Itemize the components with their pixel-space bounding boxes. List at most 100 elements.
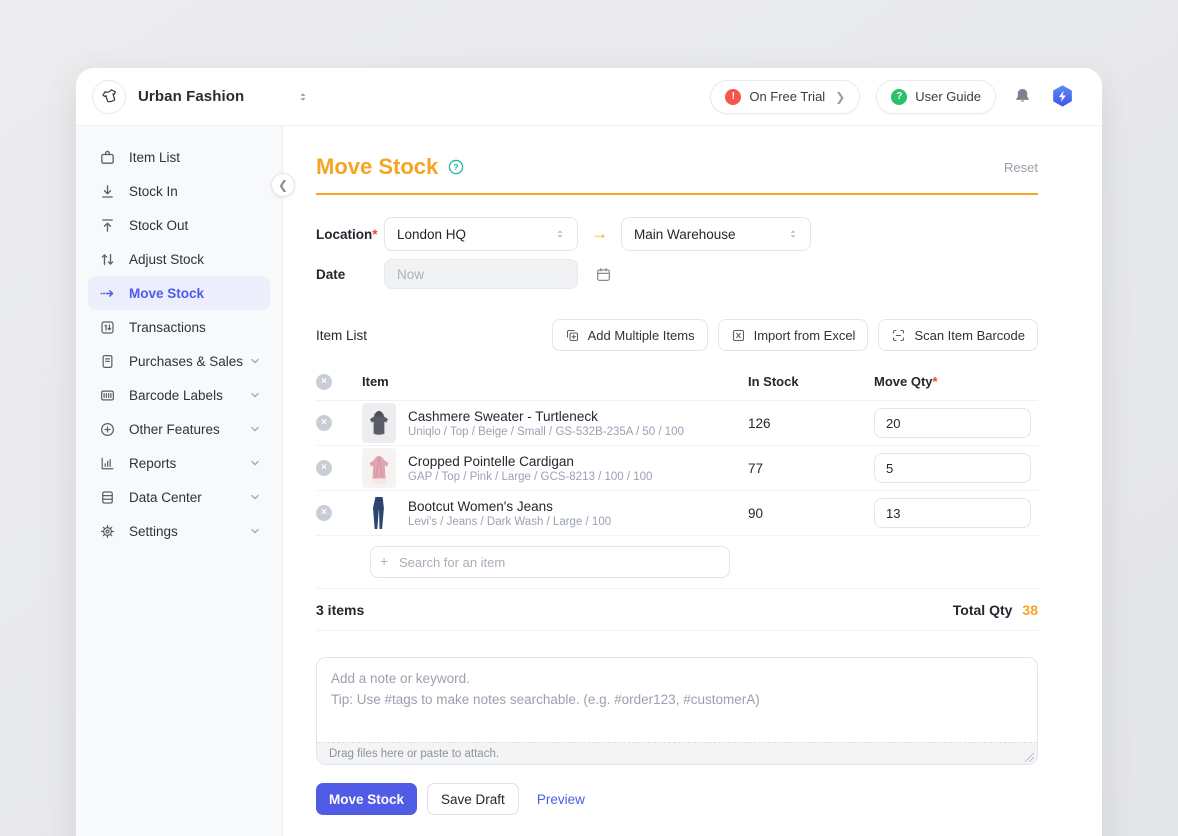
notification-bell-icon[interactable] — [1012, 86, 1033, 107]
sidebar-item-settings[interactable]: Settings — [88, 514, 270, 548]
item-details: Levi's / Jeans / Dark Wash / Large / 100 — [408, 515, 612, 528]
table-row: × Bootcut Women's Jeans Levi's / Jeans /… — [316, 491, 1038, 536]
reset-button[interactable]: Reset — [1004, 159, 1038, 175]
items-count: 3 items — [316, 601, 365, 618]
sidebar-item-label: Data Center — [129, 489, 202, 505]
help-question-icon[interactable]: ? — [448, 159, 464, 175]
sidebar-item-transactions[interactable]: Transactions — [88, 310, 270, 344]
sidebar-item-stock-out[interactable]: Stock Out — [88, 208, 270, 242]
sidebar-item-other-features[interactable]: Other Features — [88, 412, 270, 446]
workspace-hexagon-icon[interactable] — [1049, 83, 1076, 110]
to-location-select[interactable]: Main Warehouse — [621, 217, 811, 251]
top-header: Urban Fashion ! On Free Trial ❯ ? User G… — [76, 68, 1102, 126]
preview-link[interactable]: Preview — [536, 791, 585, 807]
settings-gear-icon — [98, 523, 116, 540]
item-list-section-label: Item List — [316, 327, 368, 343]
chevron-down-icon — [250, 424, 260, 434]
to-location-value: Main Warehouse — [634, 226, 736, 242]
item-thumbnail — [362, 493, 396, 533]
user-guide-label: User Guide — [915, 89, 981, 104]
from-location-select[interactable]: London HQ — [384, 217, 578, 251]
chevron-down-icon — [250, 390, 260, 400]
chevron-right-icon: ❯ — [835, 89, 846, 104]
required-asterisk: * — [372, 226, 378, 242]
remove-item-icon[interactable]: × — [316, 415, 332, 431]
form-actions: Move Stock Save Draft Preview — [316, 783, 1038, 815]
item-search-input[interactable] — [370, 546, 730, 578]
date-input[interactable] — [384, 259, 578, 289]
attach-hint: Drag files here or paste to attach. — [329, 747, 500, 760]
sidebar-item-label: Move Stock — [129, 285, 205, 301]
sidebar-item-label: Transactions — [129, 319, 206, 335]
stock-out-icon — [98, 217, 116, 234]
excel-icon — [732, 329, 744, 341]
other-features-icon — [98, 421, 116, 438]
free-trial-pill[interactable]: ! On Free Trial ❯ — [710, 79, 861, 114]
header-actions: ! On Free Trial ❯ ? User Guide — [710, 79, 1076, 114]
resize-handle[interactable] — [1025, 753, 1034, 762]
sidebar-item-move-stock[interactable]: Move Stock — [88, 276, 270, 310]
scan-barcode-icon — [893, 329, 905, 341]
guide-question-icon: ? — [891, 88, 908, 105]
select-caret-icon — [557, 230, 563, 238]
remove-item-icon[interactable]: × — [316, 505, 332, 521]
import-from-excel-button[interactable]: Import from Excel — [717, 319, 869, 351]
item-name: Cropped Pointelle Cardigan — [408, 453, 574, 469]
remove-all-items-icon[interactable]: × — [316, 373, 332, 390]
table-row: × Cropped Pointelle Cardigan GAP / Top /… — [316, 446, 1038, 491]
barcode-labels-icon — [98, 387, 116, 404]
sidebar-item-reports[interactable]: Reports — [88, 446, 270, 480]
select-caret-icon — [790, 230, 796, 238]
move-qty-input[interactable] — [874, 453, 1031, 483]
move-stock-submit-button[interactable]: Move Stock — [316, 783, 418, 815]
stock-in-icon — [98, 183, 116, 200]
search-row: + — [316, 536, 1038, 589]
sidebar-item-label: Purchases & Sales — [129, 353, 244, 369]
sidebar-item-label: Adjust Stock — [129, 251, 205, 267]
main-content: Move Stock ? Reset Location* London HQ — [283, 126, 1102, 836]
purchases-sales-icon — [98, 353, 116, 370]
brand-logo — [92, 79, 126, 114]
sidebar-collapse-button[interactable]: ❮ — [271, 173, 295, 197]
column-item: Item — [362, 374, 389, 389]
brand-switcher-caret-icon[interactable] — [296, 90, 310, 104]
user-guide-pill[interactable]: ? User Guide — [876, 79, 996, 114]
sidebar-item-label: Settings — [129, 523, 178, 539]
sidebar-item-purchases-sales[interactable]: Purchases & Sales — [88, 344, 270, 378]
reports-icon — [98, 455, 116, 472]
sidebar-item-label: Barcode Labels — [129, 387, 223, 403]
page-title: Move Stock — [316, 154, 439, 179]
move-qty-input[interactable] — [874, 498, 1031, 528]
calendar-icon[interactable] — [595, 266, 612, 283]
add-items-icon — [566, 329, 578, 341]
location-label: Location* — [316, 226, 378, 242]
required-asterisk: * — [932, 374, 938, 389]
sidebar-item-stock-in[interactable]: Stock In — [88, 174, 270, 208]
save-draft-button[interactable]: Save Draft — [427, 783, 519, 815]
sidebar-item-label: Reports — [129, 455, 177, 471]
chevron-down-icon — [250, 356, 260, 366]
add-multiple-items-button[interactable]: Add Multiple Items — [551, 319, 708, 351]
remove-item-icon[interactable]: × — [316, 460, 332, 476]
note-textarea[interactable]: Add a note or keyword. Tip: Use #tags to… — [316, 657, 1038, 765]
item-thumbnail — [362, 403, 396, 443]
table-row: × Cashmere Sweater - Turtleneck Uniqlo /… — [316, 401, 1038, 446]
sidebar-item-data-center[interactable]: Data Center — [88, 480, 270, 514]
from-location-value: London HQ — [397, 226, 467, 242]
attachment-dropzone[interactable]: Drag files here or paste to attach. — [317, 742, 1037, 764]
sidebar-item-adjust-stock[interactable]: Adjust Stock — [88, 242, 270, 276]
trial-label: On Free Trial — [749, 89, 826, 104]
move-stock-icon — [98, 285, 116, 302]
item-list-icon — [98, 149, 116, 166]
move-qty-input[interactable] — [874, 408, 1031, 438]
brand-name[interactable]: Urban Fashion — [138, 88, 245, 105]
sidebar-item-label: Other Features — [129, 421, 220, 437]
title-divider — [316, 193, 1038, 195]
sidebar-item-barcode-labels[interactable]: Barcode Labels — [88, 378, 270, 412]
chevron-down-icon — [250, 526, 260, 536]
scan-item-barcode-button[interactable]: Scan Item Barcode — [878, 319, 1038, 351]
sidebar-item-item-list[interactable]: Item List — [88, 140, 270, 174]
svg-text:?: ? — [454, 162, 459, 172]
sidebar: Item List Stock In Stock Out — [76, 126, 283, 836]
